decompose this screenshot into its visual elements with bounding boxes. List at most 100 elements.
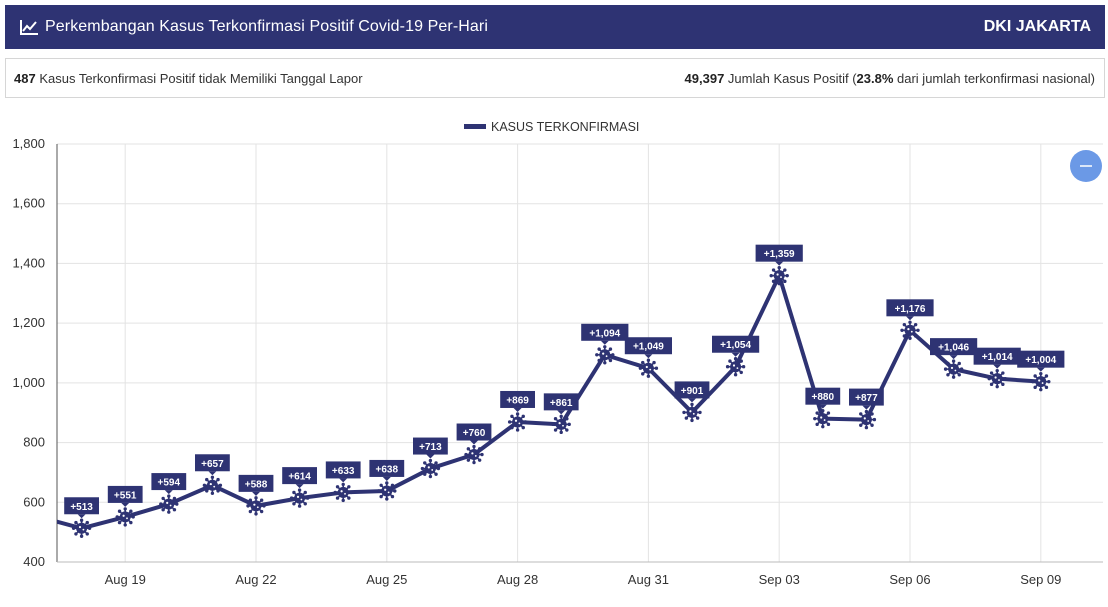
virus-icon xyxy=(202,475,223,495)
data-label: +1,094 xyxy=(581,323,629,345)
data-label-box xyxy=(805,387,841,405)
virus-icon xyxy=(769,265,789,286)
chart-header: Perkembangan Kasus Terkonfirmasi Positif… xyxy=(5,5,1105,49)
data-label-pointer xyxy=(77,514,86,519)
virus-icon xyxy=(420,458,441,479)
x-tick-label: Aug 31 xyxy=(628,572,669,587)
legend-item-label[interactable]: KASUS TERKONFIRMASI xyxy=(491,120,639,134)
data-label-text: +588 xyxy=(245,479,268,490)
virus-icon xyxy=(595,345,615,365)
virus-icon xyxy=(333,482,353,503)
data-label-pointer xyxy=(731,352,740,357)
data-label-text: +880 xyxy=(812,392,835,403)
info-bar: 487 Kasus Terkonfirmasi Positif tidak Me… xyxy=(5,58,1105,98)
y-tick-label: 1,200 xyxy=(12,315,45,330)
total-positive-info: 49,397 Jumlah Kasus Positif (23.8% dari … xyxy=(685,71,1095,86)
data-label: +1,054 xyxy=(712,335,760,357)
data-label-pointer xyxy=(470,440,478,445)
data-label-pointer xyxy=(600,340,609,345)
data-label-box xyxy=(413,437,448,455)
data-label: +1,176 xyxy=(886,299,934,321)
data-label-pointer xyxy=(252,491,260,496)
virus-icon xyxy=(987,368,1007,389)
data-label: +1,004 xyxy=(1017,350,1065,372)
data-label-text: +1,094 xyxy=(589,328,620,339)
unreported-text: Kasus Terkonfirmasi Positif tidak Memili… xyxy=(35,70,363,86)
y-tick-label: 600 xyxy=(23,494,45,509)
virus-icon xyxy=(246,496,266,516)
y-tick-label: 400 xyxy=(23,554,45,569)
data-label-pointer xyxy=(1036,367,1045,372)
region-name: DKI JAKARTA xyxy=(983,18,1091,35)
data-label: +1,014 xyxy=(973,347,1021,369)
data-label-text: +614 xyxy=(288,472,311,483)
y-tick-label: 800 xyxy=(23,435,45,450)
unreported-date-info: 487 Kasus Terkonfirmasi Positif tidak Me… xyxy=(14,71,363,86)
data-label: +880 xyxy=(805,387,841,409)
data-label: +1,049 xyxy=(624,337,672,359)
data-label-box xyxy=(64,497,99,515)
total-positive-text-b: dari jumlah terkonfirmasi nasional) xyxy=(893,70,1095,86)
total-positive-text-a: Jumlah Kasus Positif ( xyxy=(724,70,857,86)
x-tick-label: Sep 09 xyxy=(1020,572,1061,587)
virus-icon xyxy=(682,402,702,423)
data-label-box xyxy=(107,485,143,503)
chart-legend[interactable]: KASUS TERKONFIRMASI xyxy=(464,120,639,134)
virus-icon xyxy=(159,494,179,514)
virus-icon xyxy=(464,444,484,465)
data-label-box xyxy=(325,461,361,479)
virus-icon xyxy=(900,320,920,341)
data-label-pointer xyxy=(644,354,653,359)
virus-icon xyxy=(1031,371,1051,392)
data-label-text: +713 xyxy=(419,442,442,453)
line-chart[interactable]: 400 600 800 1,000 1,200 1,400 1,600 1,800 Aug 1… xyxy=(0,110,1108,607)
chart-grid xyxy=(57,143,1103,562)
data-label-box xyxy=(195,454,230,472)
y-tick-label: 1,400 xyxy=(12,255,45,270)
data-label-pointer xyxy=(426,454,435,459)
data-label: +657 xyxy=(195,454,230,476)
virus-icon xyxy=(289,488,310,508)
data-label-text: +1,176 xyxy=(895,304,926,315)
unreported-count: 487 xyxy=(14,70,36,86)
virus-icon xyxy=(725,357,746,377)
data-label-text: +869 xyxy=(506,395,529,406)
data-label: +877 xyxy=(849,388,884,410)
data-label-box xyxy=(543,393,579,411)
data-label-text: +760 xyxy=(463,428,486,439)
virus-icon xyxy=(638,358,659,378)
y-axis: 400 600 800 1,000 1,200 1,400 1,600 1,800 xyxy=(12,136,58,569)
data-label-text: +638 xyxy=(376,464,399,475)
virus-icon xyxy=(551,414,571,435)
data-label-box xyxy=(624,337,672,355)
data-label-box xyxy=(755,244,803,262)
data-label-text: +1,359 xyxy=(764,249,795,260)
data-label-box xyxy=(238,474,274,492)
data-label-text: +901 xyxy=(681,386,704,397)
data-label-box xyxy=(886,299,934,317)
data-label: +588 xyxy=(238,474,274,496)
data-label-pointer xyxy=(208,471,217,476)
data-label-box xyxy=(930,338,978,356)
data-label-pointer xyxy=(906,316,914,321)
data-label-box xyxy=(581,323,629,341)
series-markers xyxy=(71,265,1051,538)
virus-icon xyxy=(856,409,877,430)
x-axis: Aug 19 Aug 22 Aug 25 Aug 28 Aug 31 Sep 03 Sep … xyxy=(57,561,1103,587)
data-label-box xyxy=(151,473,187,491)
data-label-box xyxy=(456,423,492,441)
data-label-text: +513 xyxy=(70,502,93,513)
data-label-pointer xyxy=(818,404,827,409)
data-label: +861 xyxy=(543,393,579,415)
data-label: +633 xyxy=(325,461,361,483)
zoom-out-button[interactable] xyxy=(1070,150,1102,182)
data-label-pointer xyxy=(339,478,348,483)
data-label: +901 xyxy=(674,381,710,403)
data-label-pointer xyxy=(949,355,958,360)
header-left: Perkembangan Kasus Terkonfirmasi Positif… xyxy=(19,18,488,36)
data-label-box xyxy=(500,390,535,408)
data-label-text: +594 xyxy=(158,478,181,489)
data-label: +614 xyxy=(282,467,317,489)
data-label-box xyxy=(973,347,1021,365)
data-label-pointer xyxy=(993,364,1002,369)
